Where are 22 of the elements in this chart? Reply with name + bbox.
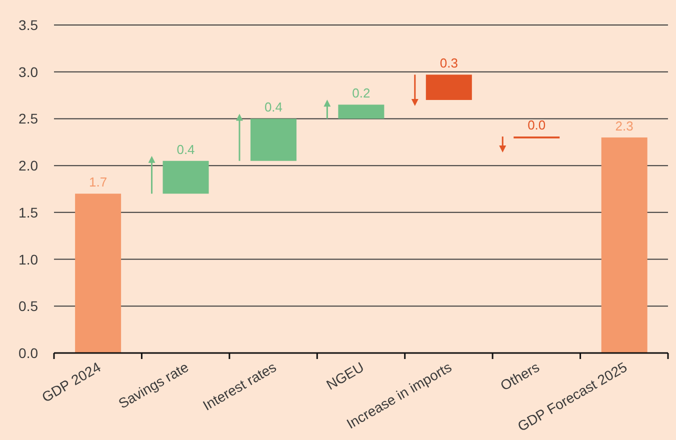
bar xyxy=(338,104,384,119)
y-tick-label: 0.5 xyxy=(18,298,38,314)
data-label: 0.4 xyxy=(176,142,195,157)
y-tick-label: 3.0 xyxy=(18,64,38,80)
y-tick-label: 1.0 xyxy=(18,251,38,268)
y-tick-label: 1.5 xyxy=(18,204,38,220)
data-label: 0.2 xyxy=(352,86,370,101)
y-tick-label: 0.0 xyxy=(18,344,38,361)
bar xyxy=(426,74,472,100)
data-label: 0.3 xyxy=(440,56,458,71)
data-label: 2.3 xyxy=(615,118,634,134)
bar xyxy=(250,118,296,161)
data-label: 1.7 xyxy=(89,174,108,190)
y-tick-label: 2.5 xyxy=(18,110,38,127)
y-tick-label: 3.5 xyxy=(18,16,38,33)
bar xyxy=(162,160,209,194)
data-label: 0.4 xyxy=(264,100,283,115)
y-tick-label: 2.0 xyxy=(18,158,38,174)
x-tick-label: GDP 2024 xyxy=(38,358,104,406)
bar xyxy=(601,137,648,353)
data-label: 0.0 xyxy=(528,118,546,133)
bar xyxy=(75,194,122,353)
